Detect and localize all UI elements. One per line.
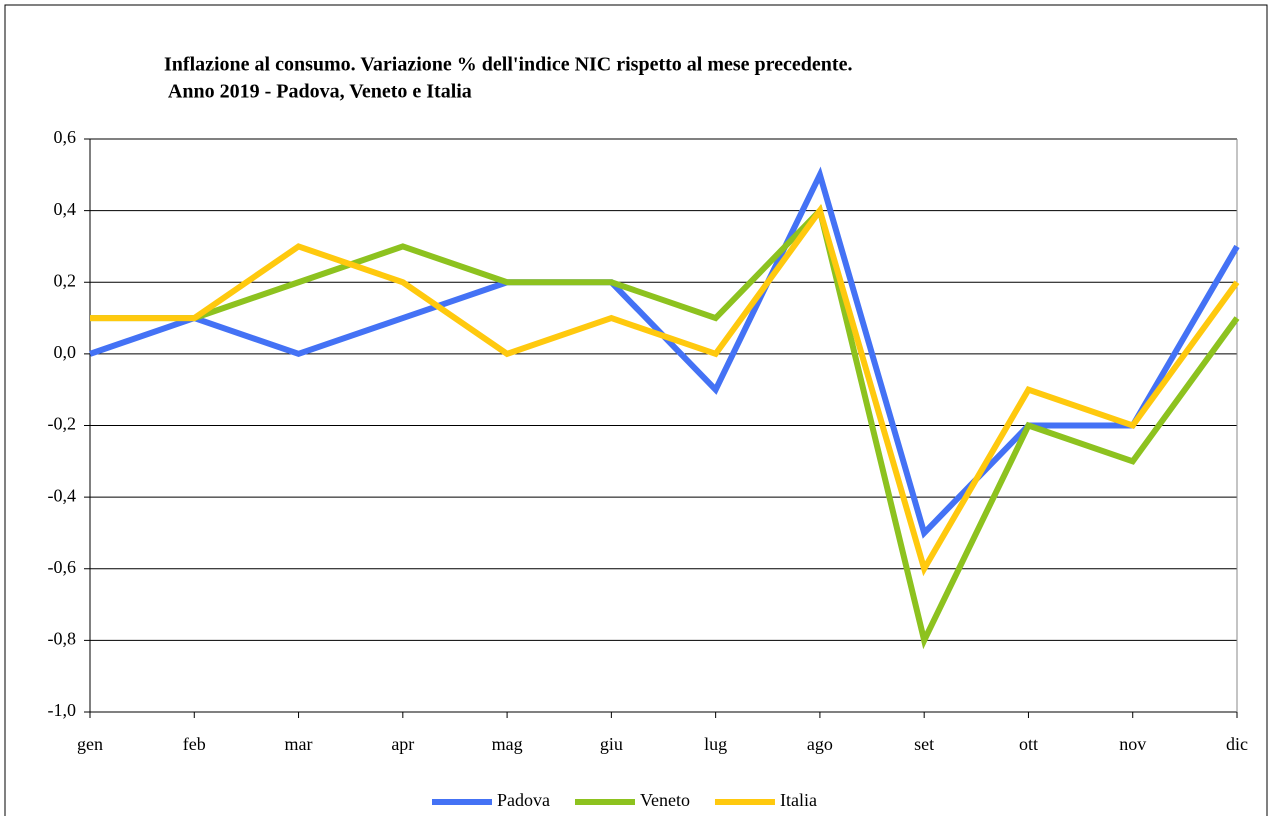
x-tick-label: giu <box>600 734 623 754</box>
series-line <box>90 203 1240 577</box>
x-tick-label: set <box>914 734 934 754</box>
x-tick-label: mag <box>492 734 523 754</box>
x-tick-label: ott <box>1019 734 1038 754</box>
x-tick-label: gen <box>77 734 103 754</box>
y-tick-label: -0,4 <box>48 485 77 505</box>
series-line <box>90 204 1240 650</box>
x-tick-label: dic <box>1226 734 1248 754</box>
y-tick-label: 0,6 <box>54 127 77 147</box>
x-tick-label: ago <box>807 734 833 754</box>
chart-title: Inflazione al consumo. Variazione % dell… <box>164 54 852 76</box>
frame <box>4 4 1268 816</box>
chart-subtitle: Anno 2019 - Padova, Veneto e Italia <box>164 81 472 103</box>
legend-label: Veneto <box>640 790 690 810</box>
y-tick-label: 0,2 <box>54 270 77 290</box>
y-tick-label: -1,0 <box>48 700 77 720</box>
y-tick-label: -0,6 <box>48 557 77 577</box>
x-tick-label: apr <box>391 734 414 754</box>
x-tick-label: mar <box>285 734 313 754</box>
y-tick-label: 0,0 <box>54 342 77 362</box>
legend-label: Padova <box>497 790 550 810</box>
x-tick-label: feb <box>183 734 206 754</box>
y-tick-label: -0,2 <box>48 414 77 434</box>
legend-label: Italia <box>780 790 817 810</box>
y-tick-label: 0,4 <box>54 199 77 219</box>
x-tick-label: lug <box>704 734 727 754</box>
x-tick-label: nov <box>1119 734 1146 754</box>
y-tick-label: -0,8 <box>48 629 77 649</box>
